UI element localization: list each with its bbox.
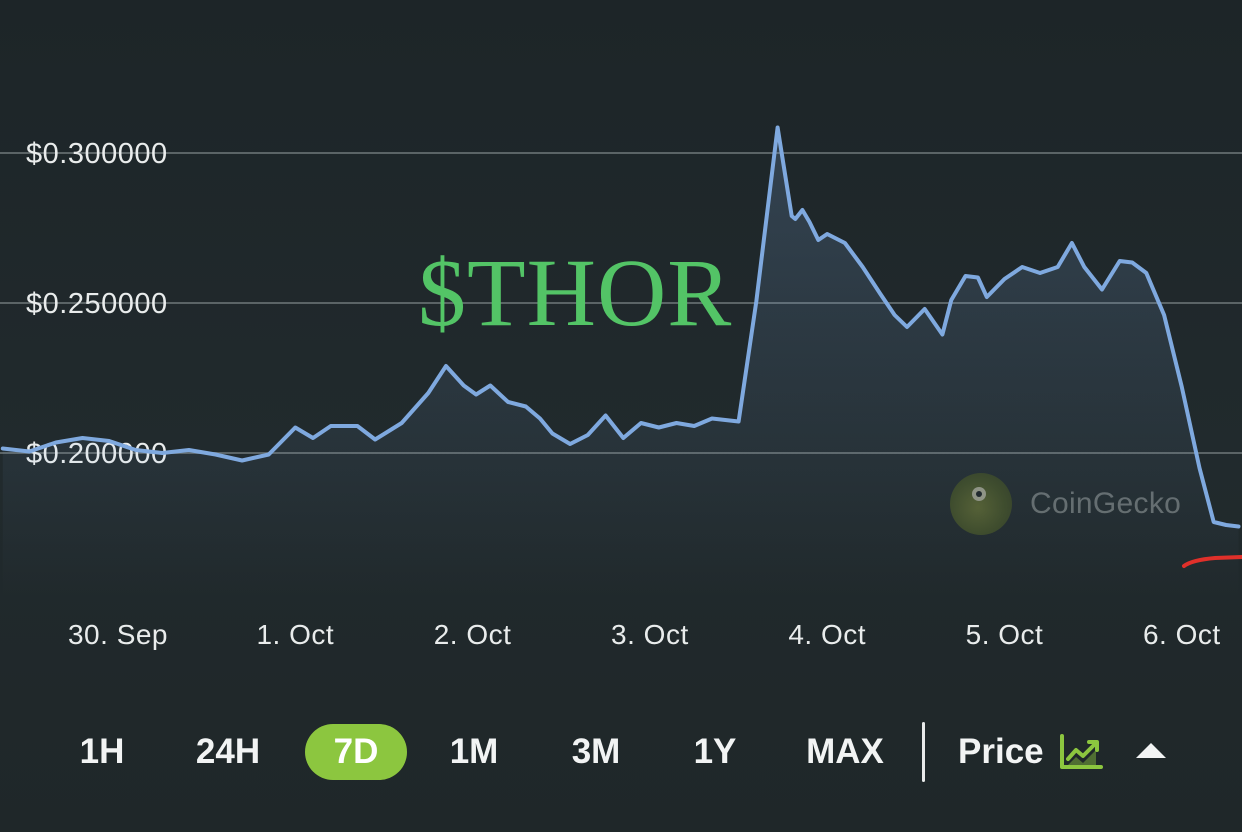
price-area-fill: [2, 127, 1239, 600]
time-range-toolbar: 1H 24H 7D 1M 3M 1Y MAX Price: [0, 718, 1242, 786]
range-button-3m[interactable]: 3M: [571, 732, 621, 771]
x-tick-label: 2. Oct: [434, 619, 512, 650]
x-tick-label: 4. Oct: [788, 619, 866, 650]
range-button-24h[interactable]: 24H: [195, 732, 261, 771]
coingecko-watermark: CoinGecko: [950, 473, 1181, 535]
range-button-1h[interactable]: 1H: [79, 732, 125, 771]
overlay-title: $THOR: [418, 239, 733, 346]
range-button-1y[interactable]: 1Y: [693, 732, 737, 771]
x-tick-label: 30. Sep: [68, 619, 168, 650]
y-tick-label: $0.300000: [26, 138, 168, 170]
price-label: Price: [958, 732, 1044, 771]
range-button-7d[interactable]: 7D: [305, 724, 407, 780]
x-tick-label: 5. Oct: [966, 619, 1044, 650]
toolbar-divider: [922, 722, 925, 782]
range-button-max[interactable]: MAX: [806, 732, 884, 771]
gecko-logo-icon: [950, 473, 1012, 535]
y-tick-label: $0.250000: [26, 288, 168, 320]
caret-up-icon[interactable]: [1135, 742, 1166, 758]
price-chart-toggle[interactable]: Price: [958, 724, 1166, 780]
red-annotation-mark: [1182, 555, 1242, 568]
x-tick-label: 1. Oct: [256, 619, 334, 650]
watermark-text: CoinGecko: [1030, 487, 1182, 520]
price-line[interactable]: [0, 125, 1241, 529]
range-button-1m[interactable]: 1M: [449, 732, 499, 771]
y-axis-labels: $0.300000$0.250000$0.200000: [26, 138, 168, 470]
x-tick-label: 3. Oct: [611, 619, 689, 650]
x-axis-labels: 30. Sep 1. Oct 2. Oct 3. Oct 4. Oct 5. Oct 6. …: [68, 619, 1221, 650]
line-chart-icon: [1059, 734, 1103, 769]
x-tick-label: 6. Oct: [1143, 619, 1221, 650]
